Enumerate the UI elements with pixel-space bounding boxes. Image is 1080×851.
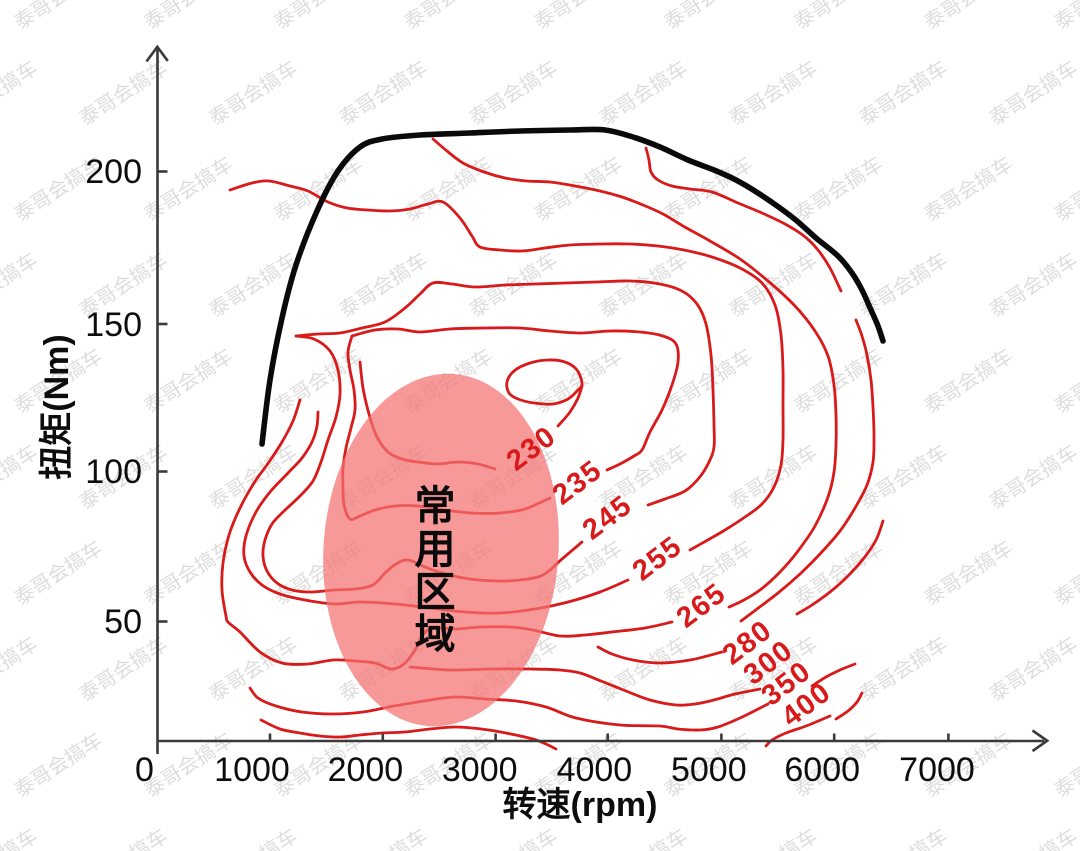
svg-text:200: 200 [85, 153, 142, 191]
svg-text:6000: 6000 [784, 751, 860, 789]
svg-text:常: 常 [415, 483, 456, 529]
svg-text:扭矩(Nm): 扭矩(Nm) [38, 334, 76, 479]
svg-text:100: 100 [85, 453, 142, 491]
svg-text:域: 域 [415, 611, 456, 657]
svg-text:转速(rpm): 转速(rpm) [503, 786, 658, 824]
svg-text:区: 区 [415, 569, 456, 615]
svg-text:2000: 2000 [328, 751, 404, 789]
svg-text:7000: 7000 [899, 751, 975, 789]
svg-text:5000: 5000 [671, 751, 747, 789]
svg-text:150: 150 [85, 306, 142, 344]
svg-text:用: 用 [415, 526, 456, 572]
svg-text:50: 50 [104, 603, 142, 641]
svg-text:1000: 1000 [214, 751, 290, 789]
svg-text:0: 0 [135, 751, 154, 789]
svg-text:4000: 4000 [557, 751, 633, 789]
svg-text:3000: 3000 [442, 751, 518, 789]
